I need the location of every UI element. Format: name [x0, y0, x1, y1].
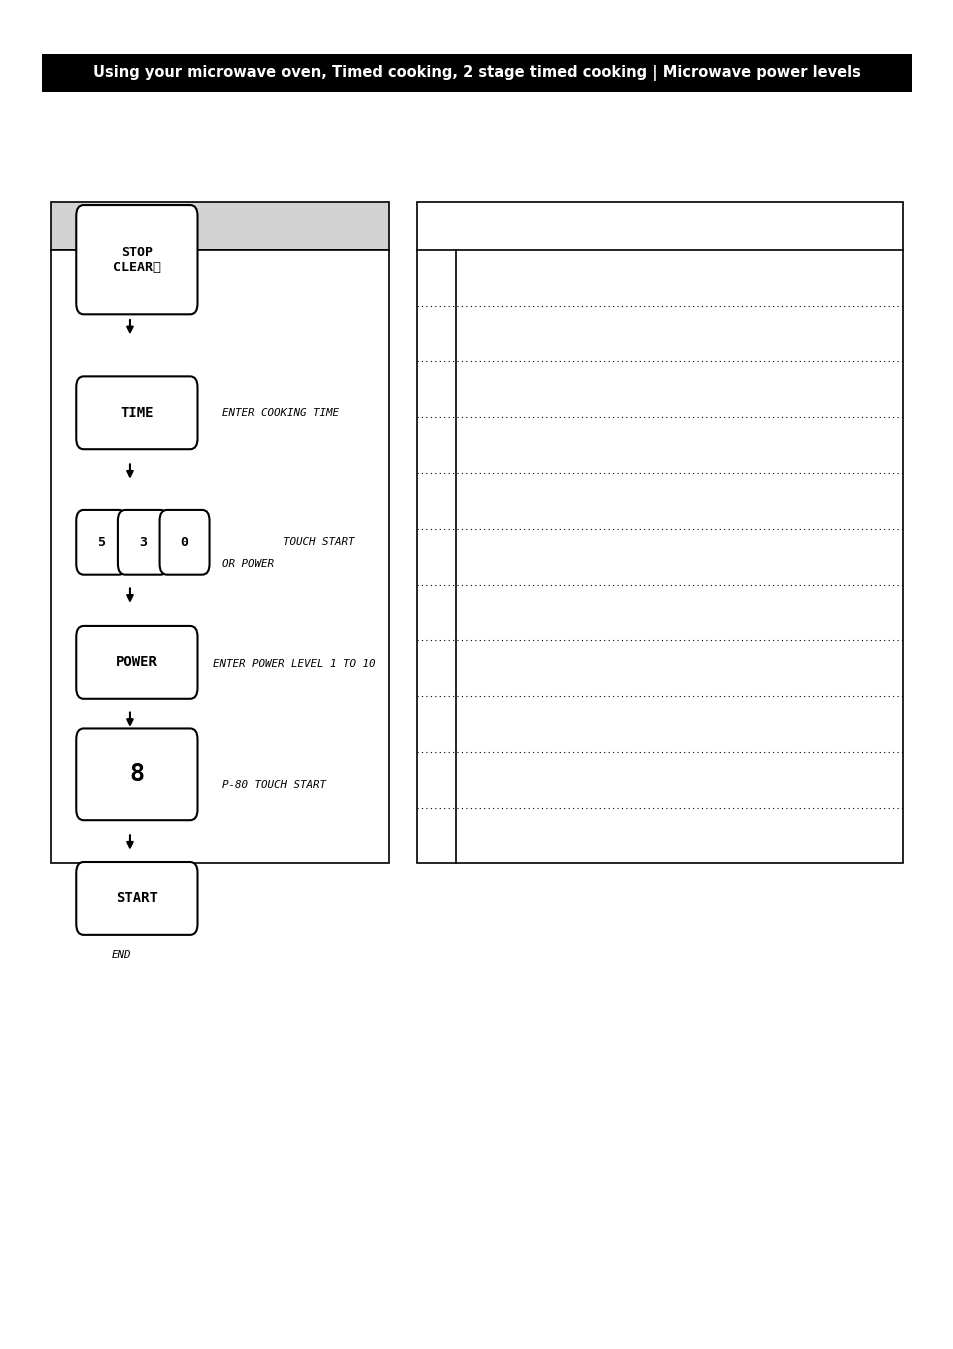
Text: STOP
CLEAR⚿: STOP CLEAR⚿: [112, 246, 161, 274]
Text: 8: 8: [130, 762, 144, 786]
FancyBboxPatch shape: [76, 626, 197, 699]
Bar: [51, 250, 389, 863]
Text: TIME: TIME: [120, 406, 153, 420]
Text: P-80 TOUCH START: P-80 TOUCH START: [222, 780, 326, 791]
Text: ENTER COOKING TIME: ENTER COOKING TIME: [222, 409, 339, 418]
FancyBboxPatch shape: [76, 510, 126, 575]
Text: OR POWER: OR POWER: [222, 558, 274, 569]
FancyBboxPatch shape: [118, 510, 168, 575]
Text: TOUCH START: TOUCH START: [282, 537, 354, 548]
Bar: [42, 54, 911, 92]
Text: POWER: POWER: [116, 656, 157, 669]
FancyBboxPatch shape: [76, 728, 197, 820]
Bar: [51, 202, 389, 250]
FancyBboxPatch shape: [76, 376, 197, 449]
Text: Using your microwave oven, Timed cooking, 2 stage timed cooking | Microwave powe: Using your microwave oven, Timed cooking…: [93, 65, 860, 81]
FancyBboxPatch shape: [76, 862, 197, 935]
Text: END: END: [112, 950, 131, 960]
FancyBboxPatch shape: [159, 510, 210, 575]
Text: START: START: [116, 892, 157, 905]
Text: 3: 3: [139, 536, 147, 549]
Text: 0: 0: [180, 536, 189, 549]
FancyBboxPatch shape: [76, 205, 197, 314]
Text: ENTER POWER LEVEL 1 TO 10: ENTER POWER LEVEL 1 TO 10: [213, 658, 375, 669]
Bar: [416, 202, 902, 863]
Text: 5: 5: [97, 536, 105, 549]
